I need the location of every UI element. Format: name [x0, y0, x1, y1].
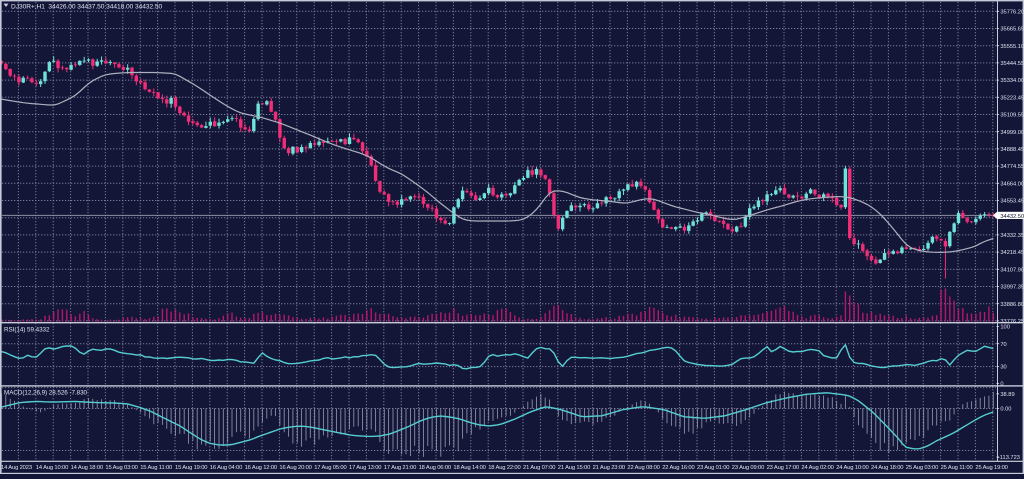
svg-text:14 Aug 2023: 14 Aug 2023: [1, 465, 32, 471]
svg-text:34774.55: 34774.55: [1000, 164, 1024, 170]
svg-text:17 Aug 13:00: 17 Aug 13:00: [349, 465, 381, 471]
svg-text:0: 0: [1000, 382, 1003, 388]
svg-text:21 Aug 15:00: 21 Aug 15:00: [558, 465, 590, 471]
svg-text:34432.50: 34432.50: [1000, 214, 1024, 220]
svg-text:34107.90: 34107.90: [1000, 267, 1024, 273]
svg-text:23 Aug 09:00: 23 Aug 09:00: [732, 465, 764, 471]
svg-text:35334.00: 35334.00: [1000, 78, 1024, 84]
svg-text:15 Aug 03:00: 15 Aug 03:00: [105, 465, 137, 471]
svg-text:25 Aug 03:00: 25 Aug 03:00: [906, 465, 938, 471]
svg-text:22 Aug 08:00: 22 Aug 08:00: [627, 465, 659, 471]
svg-text:34332.35: 34332.35: [1000, 233, 1024, 239]
svg-text:16 Aug 20:00: 16 Aug 20:00: [279, 465, 311, 471]
svg-text:35776.20: 35776.20: [1000, 9, 1024, 15]
svg-text:14 Aug 10:00: 14 Aug 10:00: [36, 465, 68, 471]
svg-text:16 Aug 04:00: 16 Aug 04:00: [210, 465, 242, 471]
svg-text:35223.45: 35223.45: [1000, 95, 1024, 101]
svg-text:21 Aug 07:00: 21 Aug 07:00: [523, 465, 555, 471]
svg-text:35555.10: 35555.10: [1000, 44, 1024, 50]
svg-text:33776.25: 33776.25: [1000, 319, 1024, 325]
svg-text:25 Aug 19:00: 25 Aug 19:00: [975, 465, 1007, 471]
svg-text:17 Aug 21:00: 17 Aug 21:00: [384, 465, 416, 471]
svg-text:24 Aug 02:00: 24 Aug 02:00: [801, 465, 833, 471]
svg-text:17 Aug 05:00: 17 Aug 05:00: [314, 465, 346, 471]
svg-text:100: 100: [1000, 325, 1010, 331]
svg-text:21 Aug 23:00: 21 Aug 23:00: [593, 465, 625, 471]
svg-text:33997.35: 33997.35: [1000, 285, 1024, 291]
svg-text:-113.723: -113.723: [998, 455, 1020, 461]
svg-text:23 Aug 01:00: 23 Aug 01:00: [697, 465, 729, 471]
svg-text:18 Aug 22:00: 18 Aug 22:00: [488, 465, 520, 471]
svg-text:35109.55: 35109.55: [1000, 113, 1024, 119]
svg-text:15 Aug 19:00: 15 Aug 19:00: [175, 465, 207, 471]
svg-text:34218.45: 34218.45: [1000, 250, 1024, 256]
svg-text:23 Aug 17:00: 23 Aug 17:00: [767, 465, 799, 471]
svg-text:18 Aug 14:00: 18 Aug 14:00: [453, 465, 485, 471]
svg-text:14 Aug 18:00: 14 Aug 18:00: [71, 465, 103, 471]
svg-text:24 Aug 10:00: 24 Aug 10:00: [836, 465, 868, 471]
svg-text:DJ30R+,H1 34426.00 34437.50 3: DJ30R+,H1 34426.00 34437.50 34418.00 344…: [11, 4, 163, 11]
svg-text:34553.45: 34553.45: [1000, 199, 1024, 205]
svg-text:33886.80: 33886.80: [1000, 302, 1024, 308]
svg-text:22 Aug 16:00: 22 Aug 16:00: [662, 465, 694, 471]
svg-text:34664.00: 34664.00: [1000, 181, 1024, 187]
svg-text:18 Aug 06:00: 18 Aug 06:00: [419, 465, 451, 471]
svg-text:38.89: 38.89: [1000, 392, 1014, 398]
svg-text:34999.00: 34999.00: [1000, 130, 1024, 136]
svg-text:16 Aug 12:00: 16 Aug 12:00: [245, 465, 277, 471]
svg-text:25 Aug 11:00: 25 Aug 11:00: [941, 465, 973, 471]
svg-text:24 Aug 18:00: 24 Aug 18:00: [871, 465, 903, 471]
svg-text:MACD(12,26,9) 28.526 -7.830: MACD(12,26,9) 28.526 -7.830: [4, 390, 88, 397]
svg-text:30: 30: [1000, 365, 1006, 371]
svg-text:70: 70: [1000, 342, 1006, 348]
svg-text:34888.45: 34888.45: [1000, 147, 1024, 153]
svg-text:35444.55: 35444.55: [1000, 61, 1024, 67]
svg-text:0.00: 0.00: [1000, 407, 1011, 413]
svg-text:15 Aug 11:00: 15 Aug 11:00: [140, 465, 172, 471]
svg-text:35665.65: 35665.65: [1000, 27, 1024, 33]
svg-text:RSI(14) 59.4332: RSI(14) 59.4332: [4, 327, 50, 334]
